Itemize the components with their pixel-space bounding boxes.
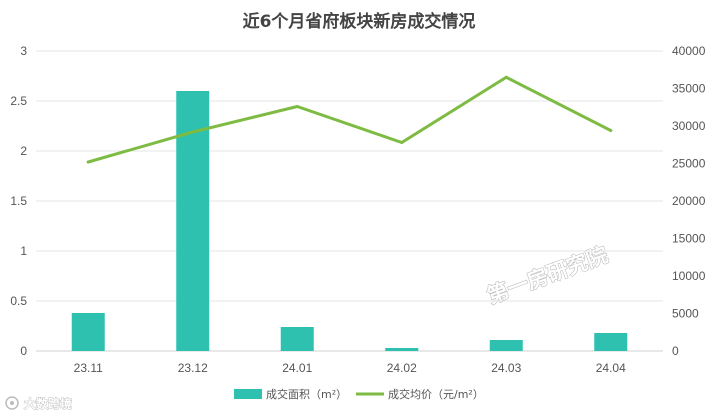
y-right-tick-label: 15000: [672, 232, 706, 246]
x-tick-label: 24.04: [596, 361, 626, 375]
y-left-tick-label: 2: [20, 144, 27, 158]
watermark-corner-text: 大数跨境: [24, 396, 72, 411]
price-line-path: [86, 75, 613, 164]
y-left-tick-label: 1.5: [10, 194, 27, 208]
legend-bar-label: 成交面积（m²）: [266, 387, 347, 401]
line-point: [504, 75, 508, 79]
y-right-tick-label: 30000: [672, 119, 706, 133]
line-point: [295, 105, 299, 108]
x-tick-label: 24.01: [282, 361, 312, 375]
bars: [71, 91, 628, 351]
line-point: [609, 129, 613, 132]
price-line: [86, 75, 613, 164]
y-left-tick-label: 2.5: [10, 94, 27, 108]
legend: 成交面积（m²） 成交均价（元/m²）: [234, 387, 484, 401]
y-left-axis: 0 0.5 1 1.5 2 2.5 3: [10, 44, 27, 358]
x-tick-label: 23.11: [74, 361, 103, 375]
bar: [385, 348, 419, 351]
x-tick-label: 24.03: [491, 361, 521, 375]
bar: [594, 333, 628, 351]
bar: [71, 313, 105, 351]
y-left-tick-label: 0.5: [10, 294, 27, 308]
y-left-tick-label: 3: [20, 44, 27, 58]
legend-line-label: 成交均价（元/m²）: [388, 387, 484, 401]
y-left-tick-label: 0: [20, 344, 27, 358]
y-right-axis: 0 5000 10000 15000 20000 25000 30000 35000 40000: [672, 44, 706, 358]
line-point: [86, 160, 90, 164]
y-right-tick-label: 25000: [672, 157, 706, 171]
line-point: [191, 130, 195, 134]
bar: [280, 327, 314, 351]
y-right-tick-label: 35000: [672, 82, 706, 96]
legend-bar-swatch: [234, 389, 262, 399]
watermark-text: 第一房研究院: [484, 243, 611, 309]
watermark-logo-dot-icon: [10, 401, 14, 405]
y-left-tick-label: 1: [20, 244, 27, 258]
y-right-tick-label: 40000: [672, 44, 706, 58]
y-right-tick-label: 5000: [672, 307, 699, 321]
line-point: [400, 141, 404, 144]
bar: [489, 340, 523, 351]
y-right-tick-label: 20000: [672, 194, 706, 208]
x-tick-label: 23.12: [178, 361, 208, 375]
gridlines: [36, 50, 663, 352]
y-right-tick-label: 10000: [672, 269, 706, 283]
x-tick-label: 24.02: [387, 361, 417, 375]
watermark-logo-icon: [5, 396, 19, 410]
y-right-tick-label: 0: [672, 344, 679, 358]
chart-title: 近6个月省府板块新房成交情况: [243, 11, 476, 32]
x-axis: 23.11 23.12 24.01 24.02 24.03 24.04: [74, 361, 626, 375]
